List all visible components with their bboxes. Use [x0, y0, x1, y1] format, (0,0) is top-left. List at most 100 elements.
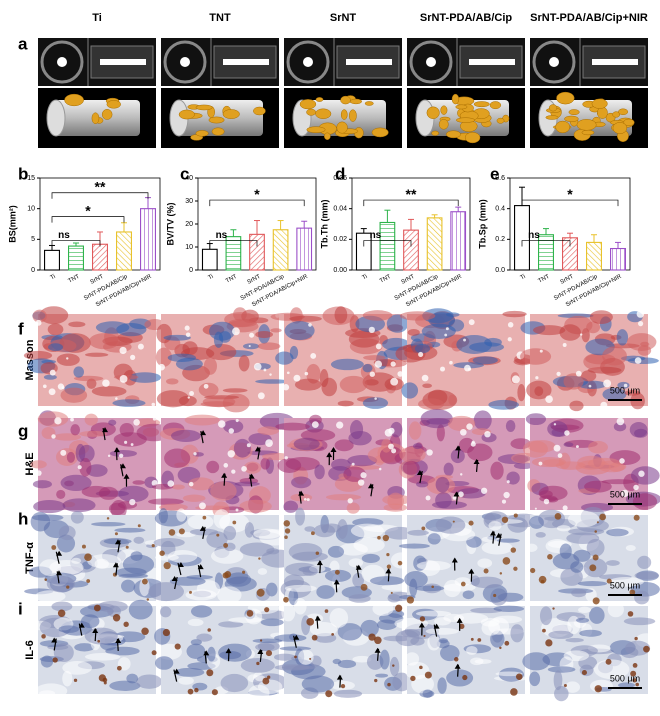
bone-blob: [438, 119, 449, 130]
cell: [309, 657, 312, 660]
y-tick-label: 0.06: [333, 175, 347, 182]
histology-image: [148, 412, 295, 519]
tissue: [244, 522, 255, 538]
y-tick-label: 5: [31, 236, 35, 243]
tissue: [133, 536, 145, 544]
tissue: [217, 586, 242, 604]
bone-blob: [489, 101, 502, 110]
tissue: [360, 619, 379, 637]
significance-label: *: [567, 186, 573, 202]
tissue: [589, 310, 613, 325]
cell: [258, 557, 261, 560]
cell: [623, 383, 628, 388]
tissue: [573, 549, 591, 562]
tissue: [66, 451, 75, 463]
x-tick-label: SrNT: [401, 274, 416, 286]
cell: [540, 579, 545, 584]
cell: [391, 448, 397, 454]
panel-label: c: [180, 164, 189, 183]
tissue: [389, 656, 400, 677]
cell: [633, 484, 639, 491]
cell: [137, 524, 141, 528]
arrow-head: [468, 568, 475, 574]
cell: [303, 497, 307, 501]
bone-blob: [555, 120, 571, 134]
bone-blob: [349, 98, 362, 105]
tissue: [275, 351, 294, 365]
cell: [325, 690, 333, 698]
tissue: [205, 343, 237, 361]
tissue: [39, 559, 61, 576]
bone-blob: [324, 132, 331, 140]
cell: [484, 430, 491, 438]
tissue: [298, 649, 314, 665]
tissue: [78, 430, 108, 437]
tissue: [586, 538, 605, 557]
bone-blob: [306, 126, 326, 134]
tissue: [583, 353, 607, 370]
tissue: [435, 516, 466, 534]
cell: [457, 491, 464, 498]
x-tick-label: SrNT: [90, 274, 105, 286]
ct-section: [532, 40, 576, 84]
tissue: [295, 507, 305, 526]
cell: [294, 655, 297, 659]
cell: [193, 452, 197, 456]
tissue: [291, 476, 312, 489]
tissue: [156, 323, 172, 344]
cell: [445, 327, 449, 331]
cell: [594, 530, 597, 533]
cell: [619, 458, 625, 464]
significance-bracket: [51, 216, 125, 223]
scale-bar-label: 500 μm: [610, 580, 640, 590]
cell: [206, 669, 214, 677]
tissue: [255, 643, 275, 652]
cell: [174, 643, 181, 650]
tissue: [422, 383, 432, 388]
tissue: [559, 324, 581, 341]
tissue: [226, 572, 252, 587]
tissue: [238, 355, 250, 372]
tissue: [334, 439, 354, 452]
cell: [185, 332, 191, 338]
cell: [48, 388, 56, 396]
cell: [340, 683, 346, 689]
cell: [510, 688, 518, 696]
row-label: H&E: [24, 452, 36, 475]
bone-blob: [451, 93, 460, 105]
tissue: [568, 528, 605, 536]
tissue: [623, 617, 656, 626]
tissue: [425, 627, 459, 635]
tissue: [186, 643, 206, 659]
cell: [324, 609, 329, 613]
y-tick-label: 0.2: [495, 236, 505, 243]
ct-rod: [592, 59, 638, 65]
tissue: [588, 440, 608, 454]
tissue: [304, 526, 315, 532]
y-tick-label: 10: [27, 206, 35, 213]
tissue: [438, 638, 449, 644]
tissue: [337, 519, 348, 539]
arrow-head: [114, 539, 121, 545]
tissue: [337, 623, 363, 641]
cell: [54, 417, 62, 425]
tissue: [434, 617, 452, 626]
tissue: [510, 624, 524, 643]
cell: [159, 550, 165, 556]
arrow-head: [385, 568, 392, 574]
significance-bracket: [51, 240, 101, 247]
tissue: [88, 333, 120, 350]
ct-implant: [549, 57, 559, 67]
tissue: [422, 689, 433, 698]
tissue: [440, 645, 460, 662]
bone-blob: [222, 109, 240, 119]
cell: [158, 363, 165, 371]
cell: [556, 371, 561, 377]
cell: [384, 428, 393, 437]
y-tick-label: 0.02: [333, 236, 347, 243]
tissue: [632, 493, 658, 510]
cell: [374, 636, 382, 645]
column-header: TNT: [209, 12, 231, 24]
cell: [35, 319, 42, 326]
tissue: [33, 499, 66, 514]
